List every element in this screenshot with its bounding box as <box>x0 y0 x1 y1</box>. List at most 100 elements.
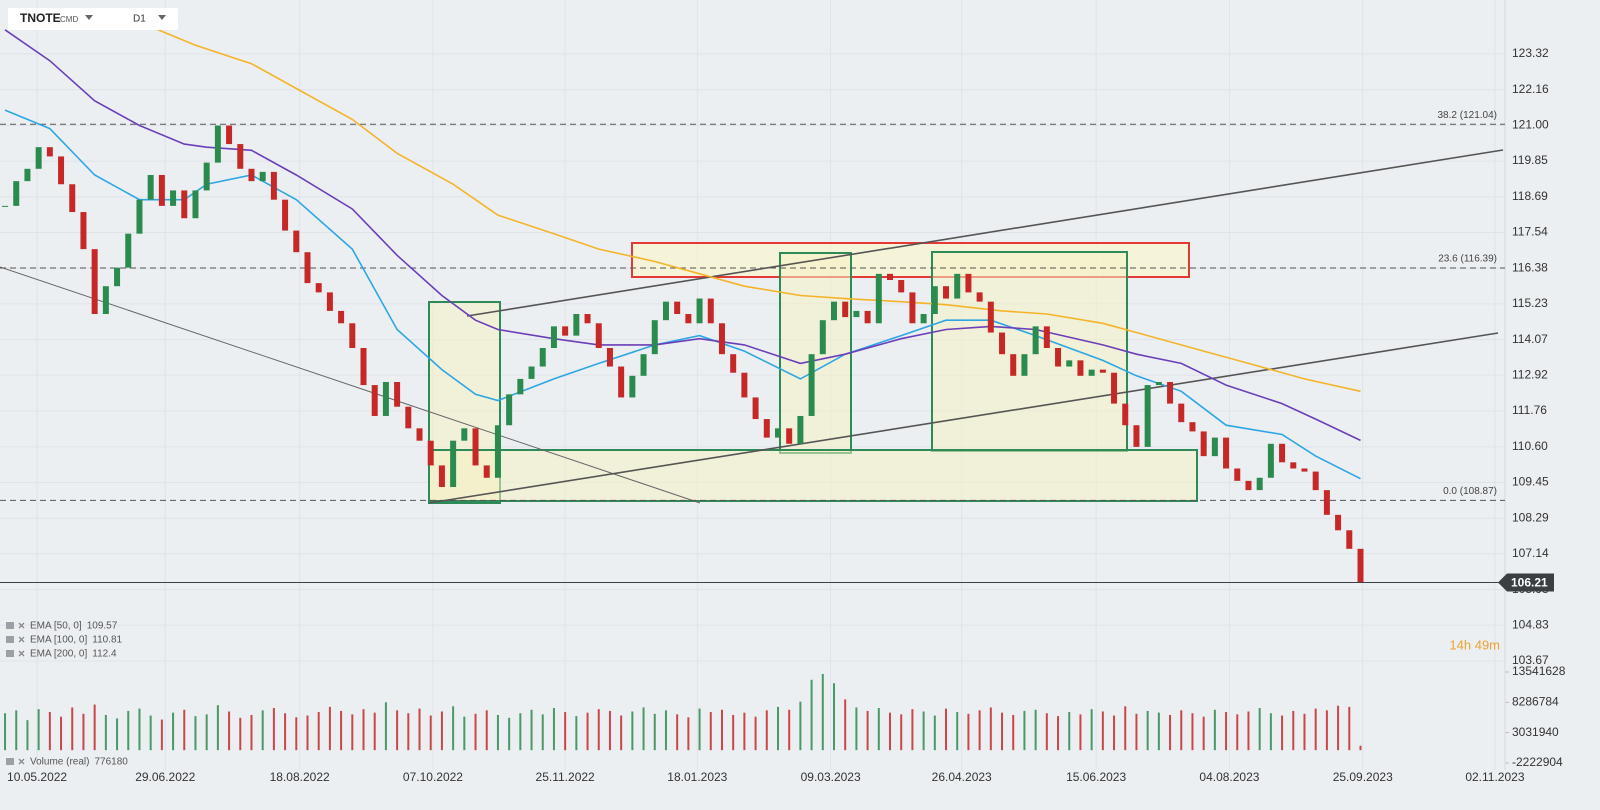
dropdown-arrow[interactable] <box>85 15 93 20</box>
candle <box>573 314 580 336</box>
y-tick-label: 117.54 <box>1512 225 1548 239</box>
legend-icon <box>6 622 14 629</box>
volume-bar <box>1101 711 1104 751</box>
candle <box>1346 530 1353 549</box>
range-box <box>779 252 852 454</box>
volume-bar <box>149 715 152 751</box>
volume-bar <box>205 714 208 751</box>
candle <box>450 440 457 488</box>
candle <box>808 354 815 416</box>
candle <box>248 168 255 182</box>
candle <box>136 199 143 234</box>
legend-name: EMA [50, 0] <box>30 621 82 632</box>
volume-bar <box>272 708 275 751</box>
candle <box>1211 437 1218 457</box>
candle <box>987 301 994 333</box>
volume-bar <box>889 712 892 751</box>
instrument-box[interactable]: TNOTE CMD D1 <box>8 8 178 30</box>
dropdown-arrow[interactable] <box>158 15 166 20</box>
volume-bar <box>1157 712 1160 751</box>
channel-line <box>466 149 1504 317</box>
candle <box>1155 381 1162 386</box>
volume-bar <box>1045 713 1048 751</box>
x-tick-label: 18.01.2023 <box>667 770 727 784</box>
legend-remove[interactable] <box>18 622 25 629</box>
candle <box>326 292 333 311</box>
volume-bar <box>575 716 578 751</box>
candle <box>293 230 300 253</box>
candle <box>674 301 681 315</box>
legend-remove[interactable] <box>18 758 25 765</box>
volume-bar <box>485 710 488 751</box>
candle <box>214 125 221 163</box>
candle <box>416 428 423 441</box>
volume-bar <box>1090 709 1093 751</box>
volume-bar <box>911 709 914 751</box>
trend-line <box>0 266 701 504</box>
candle <box>1111 372 1118 404</box>
volume-bar <box>508 717 511 751</box>
volume-bar <box>664 710 667 751</box>
ema-line <box>150 25 1361 393</box>
candle <box>506 394 513 426</box>
candle <box>730 354 737 373</box>
y-tick-label: 118.69 <box>1512 189 1548 203</box>
volume-bar <box>138 708 141 751</box>
volume-bar <box>832 683 835 751</box>
candle <box>898 280 905 293</box>
volume-bar <box>496 714 499 751</box>
legend-remove[interactable] <box>18 636 25 643</box>
volume-bar <box>564 712 567 751</box>
volume-bar <box>37 709 40 751</box>
legend-remove[interactable] <box>18 650 25 657</box>
candle <box>685 314 692 324</box>
candle <box>46 147 53 157</box>
volume-bar <box>463 716 466 751</box>
volume-bar <box>396 710 399 751</box>
candle <box>842 301 849 318</box>
volume-bar <box>4 713 7 751</box>
volume-bar <box>541 714 544 751</box>
volume-bar <box>60 716 63 751</box>
volume-bar <box>765 710 768 751</box>
candle <box>494 425 501 478</box>
candle <box>147 174 154 200</box>
volume-bar <box>1314 708 1317 751</box>
candle <box>483 465 490 478</box>
candle <box>786 428 793 444</box>
legend-icon <box>6 636 14 643</box>
fib-label: 38.2 (121.04) <box>1438 110 1498 121</box>
candle <box>226 125 233 145</box>
volume-bar <box>597 709 600 751</box>
candle <box>192 190 199 219</box>
candle <box>696 298 703 324</box>
candle <box>1077 360 1084 376</box>
x-tick-label: 02.11.2023 <box>1465 770 1524 784</box>
x-tick-label: 29.06.2022 <box>135 770 195 784</box>
volume-bar <box>855 707 858 751</box>
volume-bar <box>900 714 903 751</box>
volume-bar <box>452 706 455 751</box>
volume-bar <box>1113 715 1116 751</box>
volume-bar <box>216 705 219 751</box>
volume-bar <box>183 709 186 751</box>
candle <box>1357 548 1364 583</box>
candle <box>707 298 714 324</box>
candle <box>315 283 322 293</box>
candle <box>887 273 894 281</box>
volume-bar <box>250 714 253 751</box>
channel-line <box>428 332 1499 504</box>
volume-bar <box>351 714 354 751</box>
candle <box>1066 360 1073 367</box>
y-tick-label: 107.14 <box>1512 546 1549 560</box>
support-zone <box>428 449 1198 502</box>
market: CMD <box>60 15 78 24</box>
candle <box>1234 468 1241 481</box>
countdown: 14h 49m <box>1449 637 1500 652</box>
volume-bar <box>653 713 656 751</box>
candle <box>954 273 961 299</box>
volume-bar <box>1258 708 1261 751</box>
x-tick-label: 09.03.2023 <box>801 770 861 784</box>
candle <box>114 267 121 287</box>
volume-bar <box>71 707 74 751</box>
